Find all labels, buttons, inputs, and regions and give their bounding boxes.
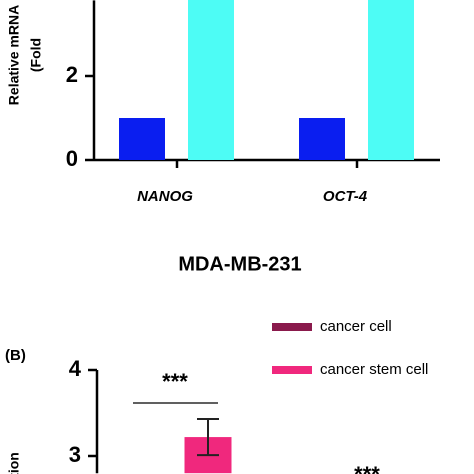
bar — [188, 0, 234, 160]
figure-body: 0 2 Relative mRNA (Fold MDA-MB-231 NANOG OCT-4… — [5, 0, 440, 474]
significance-label: *** — [354, 462, 380, 474]
legend-label: cancer stem cell — [320, 361, 428, 378]
bar — [368, 0, 414, 160]
bar — [119, 118, 165, 160]
y-tick-label: 2 — [66, 62, 78, 87]
x-tick-label: OCT-4 — [323, 188, 368, 205]
bar — [299, 118, 345, 160]
error-bar — [197, 418, 219, 457]
y-tick-label: 4 — [69, 356, 82, 381]
y-axis-label: (Fold — [28, 38, 44, 72]
y-axis-label: tion — [6, 452, 22, 474]
panel-label: (B) — [5, 347, 26, 364]
y-tick-label: 0 — [66, 146, 78, 171]
legend-swatch — [272, 323, 312, 331]
chart-subtitle: MDA-MB-231 — [178, 253, 301, 275]
legend-swatch — [272, 366, 312, 374]
y-axis-label: Relative mRNA — [6, 5, 22, 105]
significance-label: *** — [162, 369, 188, 394]
legend-label: cancer cell — [320, 318, 392, 335]
y-tick-label: 3 — [69, 442, 81, 467]
x-tick-label: NANOG — [137, 188, 193, 205]
